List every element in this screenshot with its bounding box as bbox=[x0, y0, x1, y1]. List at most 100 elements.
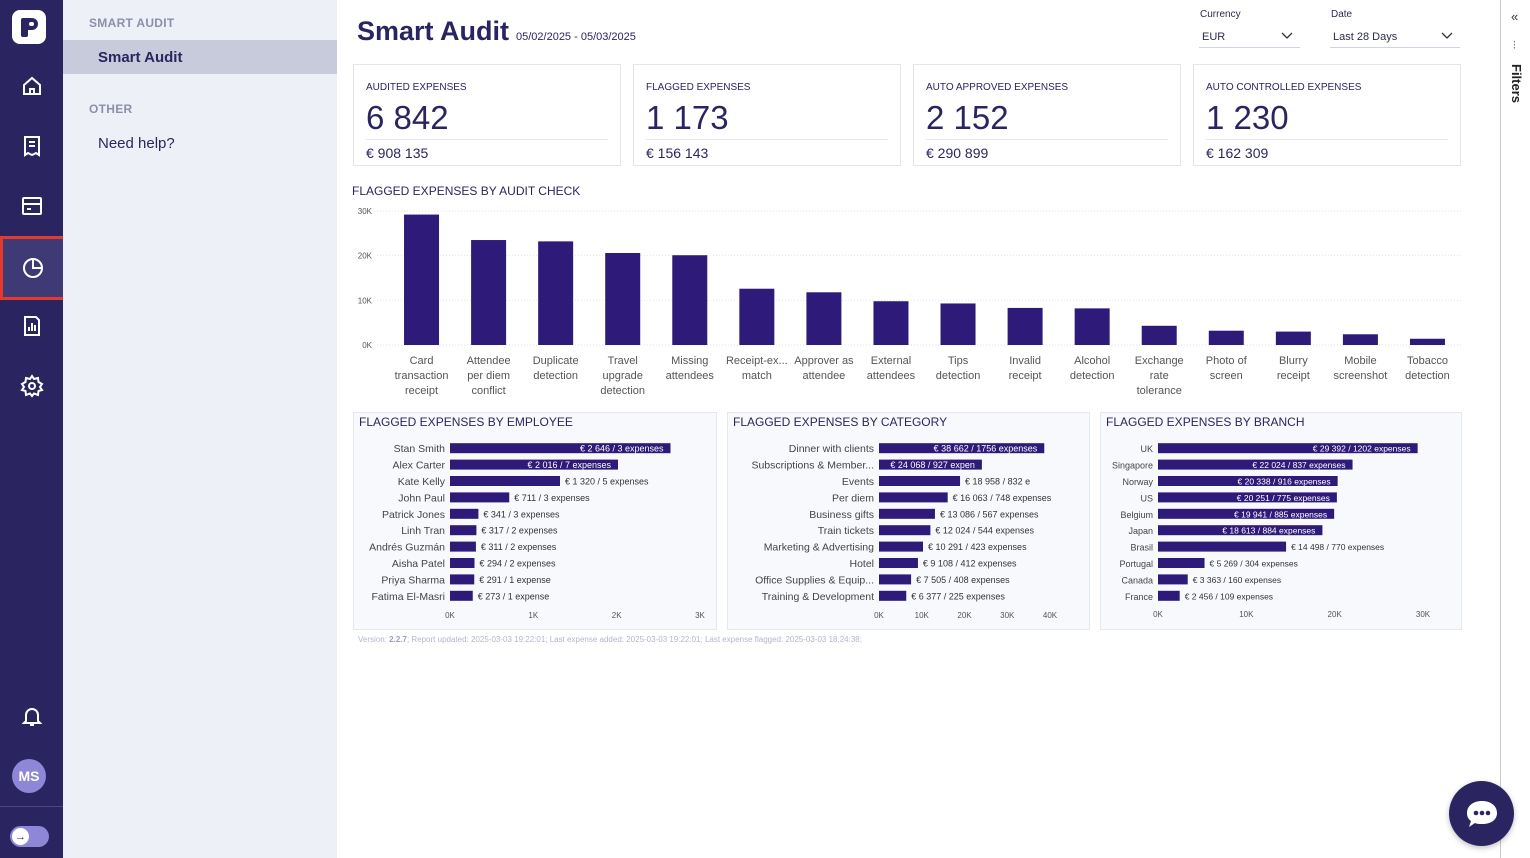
bell-icon[interactable] bbox=[0, 686, 63, 746]
x-tick-label: 10K bbox=[1239, 610, 1254, 619]
bar[interactable] bbox=[450, 492, 510, 503]
x-category-label: receipt bbox=[1009, 370, 1042, 382]
data-label: € 341 / 3 expenses bbox=[483, 509, 560, 519]
home-icon[interactable] bbox=[0, 56, 63, 116]
bar[interactable] bbox=[605, 252, 641, 345]
data-label: € 22 024 / 837 expenses bbox=[1252, 460, 1345, 470]
bar[interactable] bbox=[879, 525, 931, 536]
bar[interactable] bbox=[873, 301, 909, 345]
x-category-label: Photo of bbox=[1206, 355, 1248, 367]
x-tick-label: 0K bbox=[1153, 610, 1163, 619]
report-icon[interactable] bbox=[0, 296, 63, 356]
x-category-label: attendees bbox=[867, 370, 916, 382]
bar[interactable] bbox=[672, 255, 708, 345]
footer-version-label: Version: bbox=[358, 635, 390, 644]
bar[interactable] bbox=[450, 558, 475, 568]
data-label: € 24 068 / 927 expen bbox=[890, 460, 975, 470]
bar[interactable] bbox=[404, 214, 440, 345]
receipt-icon[interactable] bbox=[0, 116, 63, 176]
bar[interactable] bbox=[879, 558, 918, 568]
category-label: France bbox=[1125, 592, 1153, 602]
bar[interactable] bbox=[1208, 330, 1244, 345]
bar[interactable] bbox=[879, 590, 907, 601]
bar[interactable] bbox=[1158, 574, 1188, 585]
bar[interactable] bbox=[450, 574, 475, 585]
nav-item-smart-audit[interactable]: Smart Audit bbox=[63, 40, 337, 74]
analytics-icon[interactable] bbox=[0, 236, 66, 300]
x-category-label: Blurry bbox=[1279, 355, 1308, 367]
settings-icon[interactable] bbox=[0, 356, 63, 416]
bar[interactable] bbox=[1275, 331, 1311, 345]
currency-select[interactable]: EUR bbox=[1199, 26, 1300, 48]
bar[interactable] bbox=[450, 508, 479, 519]
bar[interactable] bbox=[1342, 334, 1378, 345]
bar[interactable] bbox=[1158, 590, 1180, 601]
bar[interactable] bbox=[1409, 338, 1445, 345]
category-label: Singapore bbox=[1112, 461, 1153, 471]
bar[interactable] bbox=[1158, 476, 1338, 486]
data-label: € 12 024 / 544 expenses bbox=[935, 526, 1034, 536]
nav-section-smart-audit: SMART AUDIT bbox=[89, 16, 175, 30]
x-category-label: screen bbox=[1210, 370, 1243, 382]
category-label: Training & Development bbox=[762, 591, 874, 603]
x-category-label: attendees bbox=[666, 370, 715, 382]
bar[interactable] bbox=[1158, 492, 1337, 503]
category-label: Per diem bbox=[832, 492, 874, 504]
category-label: Marketing & Advertising bbox=[764, 542, 874, 554]
x-category-label: Missing bbox=[671, 355, 708, 367]
kpi-label: FLAGGED EXPENSES bbox=[646, 82, 751, 93]
bar[interactable] bbox=[1158, 558, 1205, 568]
x-tick-label: 40K bbox=[1043, 611, 1058, 620]
x-category-label: detection bbox=[600, 385, 645, 397]
bar[interactable] bbox=[450, 459, 618, 470]
report-footer: Version: 2.2.7; Report updated: 2025-03-… bbox=[358, 635, 862, 644]
filters-pane[interactable]: « ⫶ Filters bbox=[1500, 0, 1530, 858]
nav-item-need-help[interactable]: Need help? bbox=[98, 134, 175, 152]
category-label: Portugal bbox=[1119, 559, 1153, 569]
bar[interactable] bbox=[879, 459, 982, 470]
bar[interactable] bbox=[739, 288, 775, 345]
bar[interactable] bbox=[1158, 525, 1323, 536]
data-label: € 14 498 / 770 expenses bbox=[1291, 542, 1384, 552]
bar[interactable] bbox=[1158, 508, 1335, 519]
bar[interactable] bbox=[1158, 443, 1418, 454]
bar[interactable] bbox=[806, 292, 842, 345]
filters-label[interactable]: Filters bbox=[1509, 64, 1524, 104]
bar[interactable] bbox=[879, 443, 1045, 454]
x-category-label: receipt bbox=[405, 385, 438, 397]
user-avatar[interactable]: MS bbox=[12, 759, 46, 793]
chat-bubble-icon bbox=[1466, 800, 1497, 827]
bar[interactable] bbox=[450, 541, 476, 552]
bar[interactable] bbox=[450, 525, 477, 536]
bar[interactable] bbox=[1007, 307, 1043, 345]
bar[interactable] bbox=[1158, 459, 1353, 470]
collapse-chevron-icon[interactable]: « bbox=[1511, 9, 1519, 24]
bar[interactable] bbox=[450, 590, 473, 601]
bar[interactable] bbox=[879, 541, 923, 552]
category-label: Office Supplies & Equip... bbox=[755, 574, 874, 586]
category-label: Andrés Guzmán bbox=[369, 542, 445, 554]
bar[interactable] bbox=[538, 241, 574, 345]
bar[interactable] bbox=[879, 476, 961, 486]
bar[interactable] bbox=[940, 303, 976, 345]
bar[interactable] bbox=[1074, 308, 1110, 345]
y-tick-label: 10K bbox=[358, 296, 373, 305]
date-select[interactable]: Last 28 Days bbox=[1330, 26, 1460, 48]
bar[interactable] bbox=[450, 443, 671, 454]
card-icon[interactable] bbox=[0, 176, 63, 236]
bar[interactable] bbox=[1158, 541, 1287, 552]
bar[interactable] bbox=[879, 508, 935, 519]
bar[interactable] bbox=[1141, 325, 1177, 345]
category-label: Subscriptions & Member... bbox=[751, 460, 874, 472]
x-category-label: attendee bbox=[802, 370, 845, 382]
expand-rail-toggle[interactable]: → bbox=[10, 826, 49, 847]
category-label: Kate Kelly bbox=[398, 476, 446, 488]
date-range: 05/02/2025 - 05/03/2025 bbox=[516, 31, 636, 43]
bar[interactable] bbox=[450, 476, 560, 486]
app-logo-icon[interactable] bbox=[12, 10, 46, 44]
bar[interactable] bbox=[879, 574, 912, 585]
chat-button[interactable] bbox=[1449, 781, 1514, 846]
x-category-label: Exchange bbox=[1135, 355, 1184, 367]
bar[interactable] bbox=[879, 492, 948, 503]
bar[interactable] bbox=[471, 240, 507, 345]
